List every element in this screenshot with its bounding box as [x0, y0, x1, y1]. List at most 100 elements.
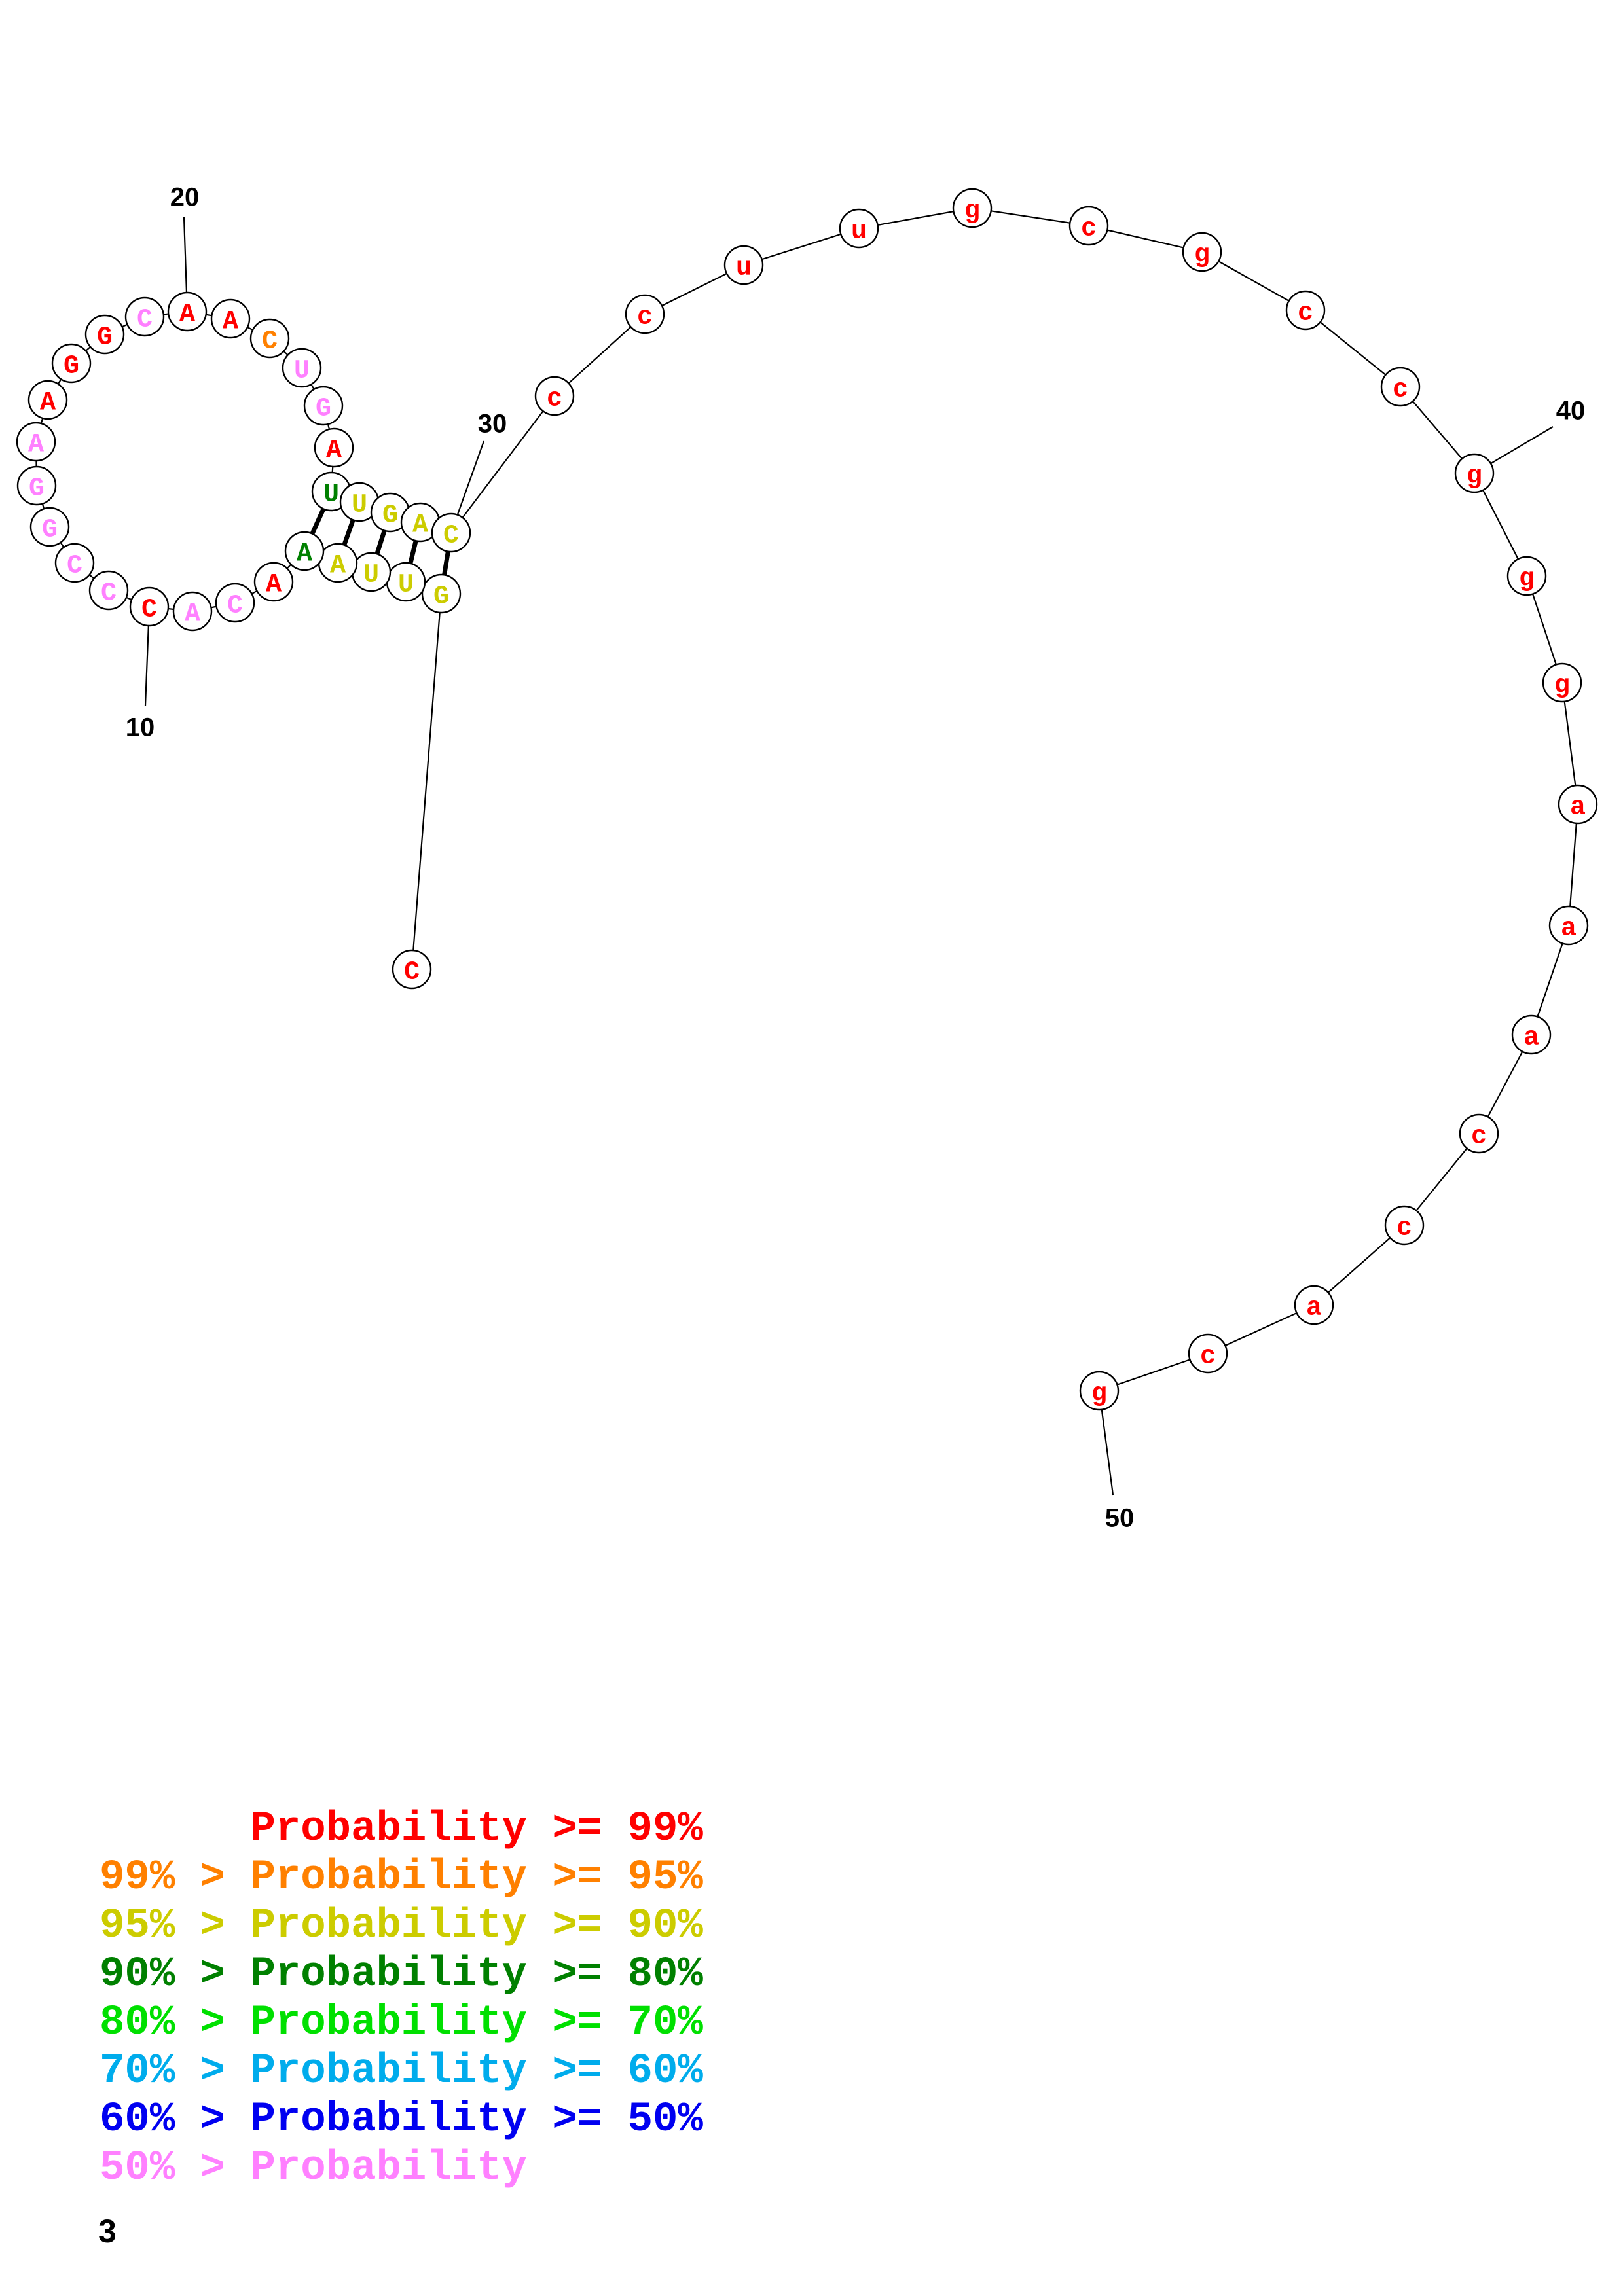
- nucleotide: U: [351, 552, 392, 592]
- nucleotide: c: [1380, 367, 1421, 407]
- probability-legend: Probability >= 99% 99% > Probability >= …: [100, 1805, 703, 2193]
- nucleotide: g: [1182, 232, 1222, 272]
- nucleotide: G: [370, 492, 410, 533]
- nucleotide-circle: [1542, 662, 1582, 703]
- nucleotide: A: [167, 291, 208, 332]
- nucleotide-letter: A: [179, 300, 195, 329]
- nucleotide: a: [1558, 784, 1598, 825]
- nucleotide-circle: [1188, 1333, 1228, 1374]
- legend-line-p80: 90% > Probability >= 80%: [100, 1951, 703, 1998]
- nucleotide-letter: A: [330, 551, 346, 581]
- nucleotide-letter: c: [1298, 298, 1313, 328]
- nucleotide: a: [1294, 1285, 1334, 1325]
- nucleotide: C: [54, 543, 95, 583]
- position-label: 50: [1105, 1503, 1135, 1532]
- nucleotide-letter: A: [412, 511, 428, 540]
- nucleotide-circle: [215, 583, 255, 623]
- nucleotide: g: [1542, 662, 1582, 703]
- nucleotide: U: [386, 562, 426, 602]
- nucleotide: U: [282, 348, 322, 388]
- nucleotide: A: [318, 543, 358, 583]
- nucleotide: g: [1454, 453, 1495, 493]
- nucleotide: c: [1285, 290, 1326, 331]
- nucleotide-letter: a: [1570, 793, 1586, 822]
- nucleotide: C: [249, 318, 290, 359]
- nucleotide-circle: [1506, 556, 1547, 596]
- nucleotide-circle: [625, 294, 665, 334]
- nucleotide-letter: A: [223, 307, 238, 336]
- nucleotide-letter: A: [266, 570, 282, 600]
- nucleotide-letter: C: [141, 595, 157, 624]
- nucleotide-circle: [284, 531, 325, 571]
- nucleotide-circle: [723, 245, 764, 285]
- nucleotide-circle: [1380, 367, 1421, 407]
- nucleotide: c: [1384, 1205, 1425, 1246]
- nucleotide-letter: a: [1523, 1023, 1539, 1052]
- nucleotide: u: [723, 245, 764, 285]
- nucleotide: u: [839, 208, 879, 249]
- nucleotide: C: [124, 296, 165, 337]
- nucleotide: G: [421, 573, 462, 614]
- nucleotide: c: [1188, 1333, 1228, 1374]
- nucleotide-letter: C: [101, 579, 117, 608]
- nucleotide-letter: g: [964, 196, 980, 226]
- nucleotide-letter: C: [443, 521, 459, 550]
- nucleotide-circle: [1079, 1371, 1120, 1411]
- nucleotide-letter: G: [382, 501, 398, 530]
- nucleotide-circle: [16, 422, 56, 462]
- nucleotide-letter: C: [262, 327, 278, 356]
- nucleotide-letter: C: [404, 958, 420, 987]
- legend-line-p70: 80% > Probability >= 70%: [100, 2000, 703, 2047]
- nucleotide-letter: A: [28, 430, 44, 459]
- nucleotide-circle: [1294, 1285, 1334, 1325]
- nucleotide: C: [215, 583, 255, 623]
- nucleotide-circle: [167, 291, 208, 332]
- nucleotide-letter: A: [326, 436, 342, 465]
- nucleotide-circle: [124, 296, 165, 337]
- legend-line-p95: 99% > Probability >= 95%: [100, 1854, 703, 1901]
- nucleotide-letter: G: [433, 582, 449, 611]
- nucleotide-circle: [51, 343, 92, 384]
- nucleotide-circle: [172, 591, 213, 632]
- nucleotide-circle: [1384, 1205, 1425, 1246]
- legend-line-p60: 70% > Probability >= 60%: [100, 2048, 703, 2095]
- nucleotide-letter: c: [1393, 375, 1408, 404]
- nucleotide-circle: [210, 298, 251, 339]
- nucleotide-letter: U: [352, 490, 367, 520]
- legend-line-p90: 95% > Probability >= 90%: [100, 1903, 703, 1950]
- nucleotide-letter: g: [1194, 240, 1210, 270]
- nucleotide-letter: c: [1396, 1213, 1412, 1243]
- nucleotide-letter: a: [1561, 914, 1577, 943]
- legend-line-p99: Probability >= 99%: [100, 1806, 703, 1853]
- nucleotide: A: [284, 531, 325, 571]
- nucleotide: G: [84, 314, 125, 355]
- nucleotide-letter: A: [297, 539, 312, 569]
- nucleotide: A: [253, 562, 294, 602]
- nucleotide: A: [172, 591, 213, 632]
- nucleotide: G: [51, 343, 92, 384]
- nucleotide-circle: [54, 543, 95, 583]
- nucleotide: c: [1068, 206, 1109, 246]
- nucleotide-letter: g: [1519, 564, 1535, 594]
- nucleotide: a: [1511, 1014, 1552, 1055]
- nucleotide-letter: A: [185, 600, 200, 629]
- nucleotide: G: [29, 507, 70, 547]
- nucleotide: A: [314, 427, 354, 468]
- nucleotide-circle: [129, 586, 170, 627]
- nucleotide-letter: U: [323, 480, 339, 509]
- nucleotide-circle: [282, 348, 322, 388]
- position-label: 10: [126, 713, 155, 742]
- nucleotide-letter: G: [64, 351, 79, 381]
- nucleotide: C: [431, 512, 471, 553]
- nucleotide: G: [16, 465, 57, 506]
- nucleotide: g: [1506, 556, 1547, 596]
- nucleotide-circle: [16, 465, 57, 506]
- nucleotide-circle: [1459, 1113, 1499, 1154]
- nucleotide-circle: [27, 380, 68, 420]
- nucleotide-letter: c: [547, 384, 562, 414]
- nucleotide-circle: [314, 427, 354, 468]
- nucleotide-circle: [1558, 784, 1598, 825]
- nucleotide: g: [952, 188, 993, 228]
